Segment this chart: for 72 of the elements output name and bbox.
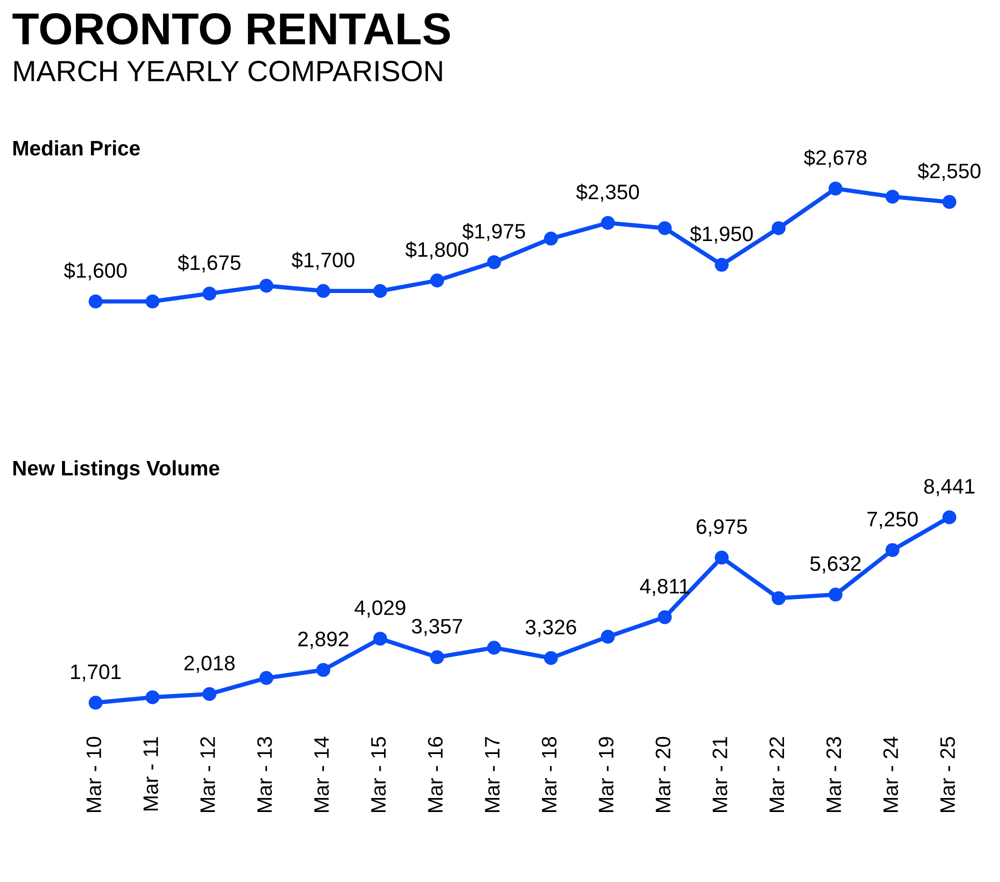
data-label: $2,678 bbox=[804, 149, 867, 168]
point bbox=[88, 294, 103, 308]
point bbox=[658, 610, 672, 624]
point bbox=[487, 640, 501, 655]
point bbox=[828, 182, 842, 196]
point bbox=[942, 510, 956, 524]
data-label: 3,326 bbox=[526, 620, 576, 637]
point bbox=[373, 284, 388, 298]
point bbox=[886, 190, 900, 204]
x-tick-label: Mar - 23 bbox=[826, 737, 842, 812]
point bbox=[316, 284, 330, 298]
data-label: $1,600 bbox=[64, 262, 127, 280]
point bbox=[600, 630, 615, 644]
point bbox=[430, 274, 444, 288]
x-tick-label: Mar - 10 bbox=[86, 736, 102, 812]
data-label: 1,701 bbox=[71, 664, 121, 682]
x-tick-label: Mar - 12 bbox=[200, 737, 216, 812]
point bbox=[828, 588, 842, 602]
point bbox=[146, 294, 160, 308]
x-tick-label: Mar - 19 bbox=[598, 737, 614, 812]
point bbox=[88, 696, 103, 710]
data-label: $1,700 bbox=[292, 252, 354, 270]
chart-title: New Listings Volume bbox=[13, 460, 220, 480]
point bbox=[430, 650, 444, 664]
data-label: $1,950 bbox=[690, 226, 753, 244]
text: Median Price bbox=[13, 140, 140, 156]
x-tick-label: Mar - 25 bbox=[940, 736, 955, 812]
point bbox=[146, 690, 160, 704]
data-label: 2,018 bbox=[184, 656, 235, 673]
point bbox=[942, 195, 956, 209]
data-label: $1,975 bbox=[462, 222, 526, 242]
data-label: $1,675 bbox=[178, 254, 240, 272]
point bbox=[373, 632, 388, 646]
x-tick-label: Mar - 21 bbox=[712, 737, 728, 812]
point bbox=[544, 651, 558, 665]
data-label: 7,250 bbox=[867, 512, 918, 529]
data-label: 3,357 bbox=[412, 618, 462, 636]
x-tick-label: Mar - 17 bbox=[485, 737, 500, 812]
data-label: 4,811 bbox=[640, 578, 690, 596]
data-label: 4,029 bbox=[354, 600, 406, 618]
x-tick-label: Mar - 11 bbox=[144, 737, 158, 810]
point bbox=[714, 258, 729, 272]
point bbox=[259, 278, 274, 293]
chart-title: TORONTO RENTALS bbox=[12, 13, 450, 45]
x-tick-label: Mar - 20 bbox=[656, 736, 670, 812]
x-tick-label: Mar - 24 bbox=[883, 736, 898, 812]
data-label: 2,892 bbox=[298, 632, 348, 649]
x-tick-label: Mar - 18 bbox=[542, 737, 557, 812]
point bbox=[772, 221, 786, 236]
point bbox=[772, 591, 786, 606]
point bbox=[658, 221, 672, 236]
point bbox=[487, 255, 501, 270]
data-label: $2,550 bbox=[918, 162, 980, 181]
x-tick-label: Mar - 22 bbox=[769, 737, 784, 812]
chart-subtitle: MARCH YEARLY COMPARISON bbox=[14, 60, 442, 82]
data-label: $2,350 bbox=[576, 184, 639, 202]
point bbox=[202, 687, 216, 701]
point bbox=[600, 216, 615, 230]
point bbox=[202, 286, 216, 301]
point bbox=[259, 671, 274, 685]
point bbox=[714, 550, 729, 565]
data-label: 5,632 bbox=[810, 556, 861, 574]
data-label: $1,800 bbox=[405, 241, 468, 260]
x-tick-label: Mar - 16 bbox=[428, 737, 443, 812]
x-tick-label: Mar - 13 bbox=[257, 737, 272, 812]
x-tick-label: Mar - 15 bbox=[371, 736, 386, 812]
point bbox=[316, 663, 330, 677]
point bbox=[544, 232, 558, 246]
data-label: 6,975 bbox=[696, 519, 747, 536]
data-label: 8,441 bbox=[924, 478, 974, 496]
x-tick-label: Mar - 14 bbox=[314, 736, 329, 812]
point bbox=[886, 543, 900, 557]
